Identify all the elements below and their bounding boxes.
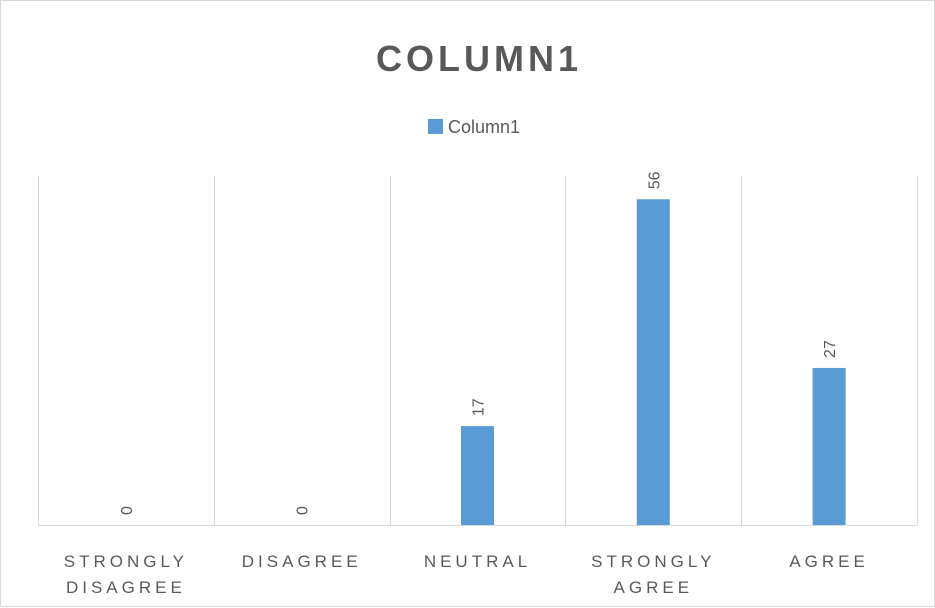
legend-label-column1: Column1 [448,117,520,137]
legend-swatch-column1 [428,119,443,134]
chart-title: COLUMN1 [376,38,582,79]
category-label-0-line-0: STRONGLY [64,552,188,571]
bar-3 [636,199,670,525]
category-label-1: DISAGREE [242,552,362,571]
data-label-2: 17 [471,398,488,416]
plot-area: 0 STRONGLY DISAGREE 0 DISAGREE 17 NEUTRAL 56 STR… [38,171,918,597]
category-label-4: AGREE [789,552,869,571]
data-label-3: 56 [646,171,663,189]
category-label-2: NEUTRAL [424,552,531,571]
data-label-0: 0 [119,506,136,515]
bar-2 [461,426,494,525]
category-label-3-line-0: STRONGLY [591,552,715,571]
data-label-4: 27 [822,340,839,358]
legend: Column1 [428,117,520,137]
category-label-3-line-1: AGREE [614,578,694,597]
category-label-0-line-1: DISAGREE [66,578,186,597]
bar-4 [812,367,846,525]
data-label-1: 0 [295,506,312,515]
